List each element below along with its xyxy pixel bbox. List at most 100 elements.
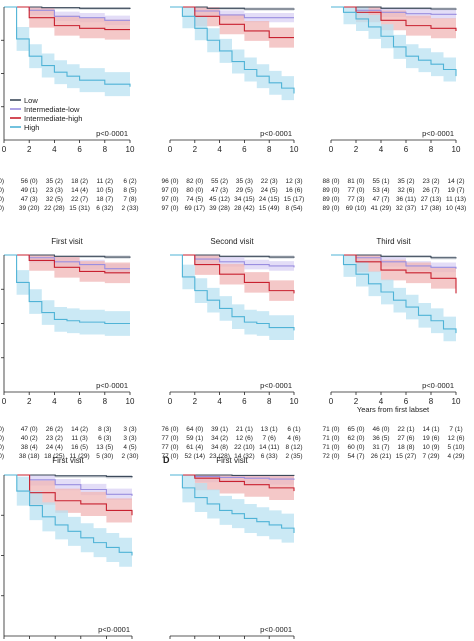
x-tick-label: 0 <box>168 397 173 406</box>
risk-table-cell-intermediate-low: 36 (5) <box>373 435 390 442</box>
risk-table-cell-high: 5 (30) <box>96 453 113 460</box>
risk-table-cell-intermediate-high: 24 (15) <box>259 196 280 203</box>
km-curve-high <box>170 474 295 533</box>
risk-table-cell-intermediate-low: 24 (5) <box>261 187 278 194</box>
risk-table-cell-intermediate-low: 59 (1) <box>186 435 203 442</box>
risk-table-cell-high: 10 (43) <box>446 205 467 212</box>
km-curve-low <box>331 254 457 259</box>
risk-table-cell-intermediate-high: 71 (0) <box>323 444 340 451</box>
panel-title: First visit <box>51 237 83 246</box>
panel-title: Third visit <box>376 237 411 246</box>
legend-label-low: Low <box>24 96 38 105</box>
risk-table-cell-high: 22 (28) <box>44 205 65 212</box>
risk-table-cell-intermediate-low: 23 (3) <box>46 187 63 194</box>
risk-table-cell-intermediate-low: 14 (4) <box>71 187 88 194</box>
risk-table-cell-intermediate-high: 74 (5) <box>186 196 203 203</box>
km-curve-intermediate-high <box>331 254 457 294</box>
risk-table-cell-intermediate-high: 45 (12) <box>209 196 230 203</box>
risk-table-cell-low: 26 (2) <box>46 426 63 433</box>
risk-table-cell-low: 13 (1) <box>261 426 278 433</box>
risk-table-cell-high: 6 (32) <box>96 205 113 212</box>
risk-table-cell-low: 3 (3) <box>123 426 136 433</box>
risk-table-cell-intermediate-high: 8 (12) <box>286 444 303 451</box>
risk-table-cell-intermediate-high: 24 (4) <box>46 444 63 451</box>
km-curve-high <box>331 254 457 334</box>
x-tick-label: 8 <box>267 397 272 406</box>
x-tick-label: 4 <box>217 397 222 406</box>
risk-table-cell-intermediate-low: 53 (4) <box>373 187 390 194</box>
x-tick-label: 2 <box>354 145 359 154</box>
risk-table-cell-intermediate-low: 19 (6) <box>423 435 440 442</box>
km-panel-4: 0 2 4 6 8 10 First visit p<0·0001 1 (0) 47 (0) 26 … <box>0 237 138 460</box>
risk-table-cell-intermediate-high: 34 (15) <box>234 196 255 203</box>
p-value-label: p<0·0001 <box>260 129 292 138</box>
km-curve-intermediate-high <box>170 254 295 294</box>
risk-table-cell-low: 18 (2) <box>71 178 88 185</box>
x-tick-label: 8 <box>429 397 434 406</box>
risk-table-cell-intermediate-low: 97 (0) <box>162 187 179 194</box>
km-curve-high <box>4 254 130 325</box>
risk-table-cell-intermediate-low: 34 (2) <box>211 435 228 442</box>
risk-table-cell-intermediate-low: 12 (6) <box>448 435 465 442</box>
risk-table-cell-intermediate-high: 15 (17) <box>284 196 305 203</box>
risk-table-cell-intermediate-low: 9 (0) <box>0 187 4 194</box>
risk-table-cell-high: 2 (35) <box>286 453 303 460</box>
x-axis-title: Years from first labset <box>357 405 430 414</box>
risk-table-cell-low: 12 (3) <box>286 178 303 185</box>
risk-table-cell-low: 22 (3) <box>261 178 278 185</box>
risk-table-cell-low: 6 (2) <box>123 178 136 185</box>
km-curve-intermediate-high <box>4 254 130 274</box>
ci-band-high <box>170 255 294 343</box>
risk-table-cell-low: 82 (0) <box>186 178 203 185</box>
km-curve-high <box>331 6 457 77</box>
risk-table-cell-low: 8 (3) <box>98 426 111 433</box>
panel-title: First visit <box>216 456 248 465</box>
risk-table-cell-high: 6 (33) <box>261 453 278 460</box>
risk-table-cell-low: 55 (2) <box>211 178 228 185</box>
risk-table-cell-intermediate-low: 23 (2) <box>46 435 63 442</box>
risk-table-cell-intermediate-low: 11 (3) <box>71 435 88 442</box>
risk-table-cell-low: 14 (2) <box>448 178 465 185</box>
ci-band-high <box>4 255 130 336</box>
risk-table-cell-high: 1 (0) <box>0 453 4 460</box>
x-tick-label: 6 <box>242 397 247 406</box>
ci-band-intermediate-high <box>4 255 130 284</box>
risk-table-cell-high: 2 (30) <box>122 453 139 460</box>
x-tick-label: 8 <box>103 397 108 406</box>
risk-table-cell-high: 32 (37) <box>396 205 417 212</box>
ci-band-high <box>4 7 130 99</box>
x-tick-label: 4 <box>379 397 384 406</box>
risk-table-cell-intermediate-high: 18 (8) <box>398 444 415 451</box>
risk-table-cell-intermediate-high: 34 (8) <box>211 444 228 451</box>
km-curve-intermediate-high <box>331 6 457 31</box>
risk-table-cell-intermediate-low: 62 (0) <box>348 435 365 442</box>
ci-band-low <box>170 7 294 12</box>
x-tick-label: 10 <box>126 145 135 154</box>
km-panel-2: 0 2 4 6 8 10 p<0·0001 96 (0) 82 (0) 55 (2) 35 (3) 2… <box>162 6 305 212</box>
x-tick-label: 0 <box>329 145 334 154</box>
km-curve-high <box>4 474 133 556</box>
x-tick-label: 4 <box>217 145 222 154</box>
risk-table-cell-high: 26 (21) <box>371 453 392 460</box>
risk-table-cell-intermediate-low: 47 (3) <box>211 187 228 194</box>
risk-table-cell-intermediate-low: 26 (7) <box>423 187 440 194</box>
risk-table-cell-intermediate-high: 47 (7) <box>373 196 390 203</box>
risk-table-cell-low: 46 (0) <box>373 426 390 433</box>
risk-table-cell-intermediate-high: 38 (4) <box>21 444 38 451</box>
risk-table-cell-high: 54 (7) <box>348 453 365 460</box>
risk-table-cell-low: 14 (2) <box>71 426 88 433</box>
risk-table-cell-intermediate-low: 40 (2) <box>21 435 38 442</box>
x-tick-label: 10 <box>290 397 299 406</box>
x-tick-label: 2 <box>193 397 198 406</box>
risk-table-cell-intermediate-high: 11 (13) <box>446 196 466 203</box>
risk-table-cell-intermediate-high: 22 (7) <box>71 196 88 203</box>
km-curve-low <box>331 6 457 10</box>
x-tick-label: 8 <box>429 145 434 154</box>
risk-table-cell-low: 71 (0) <box>323 426 340 433</box>
risk-table-cell-high: 7 (29) <box>423 453 440 460</box>
risk-table-cell-intermediate-low: 80 (0) <box>186 187 203 194</box>
risk-table-cell-high: 14 (32) <box>234 453 255 460</box>
x-tick-label: 2 <box>193 145 198 154</box>
risk-table-cell-high: 15 (27) <box>396 453 417 460</box>
risk-table-cell-intermediate-high: 47 (3) <box>21 196 38 203</box>
